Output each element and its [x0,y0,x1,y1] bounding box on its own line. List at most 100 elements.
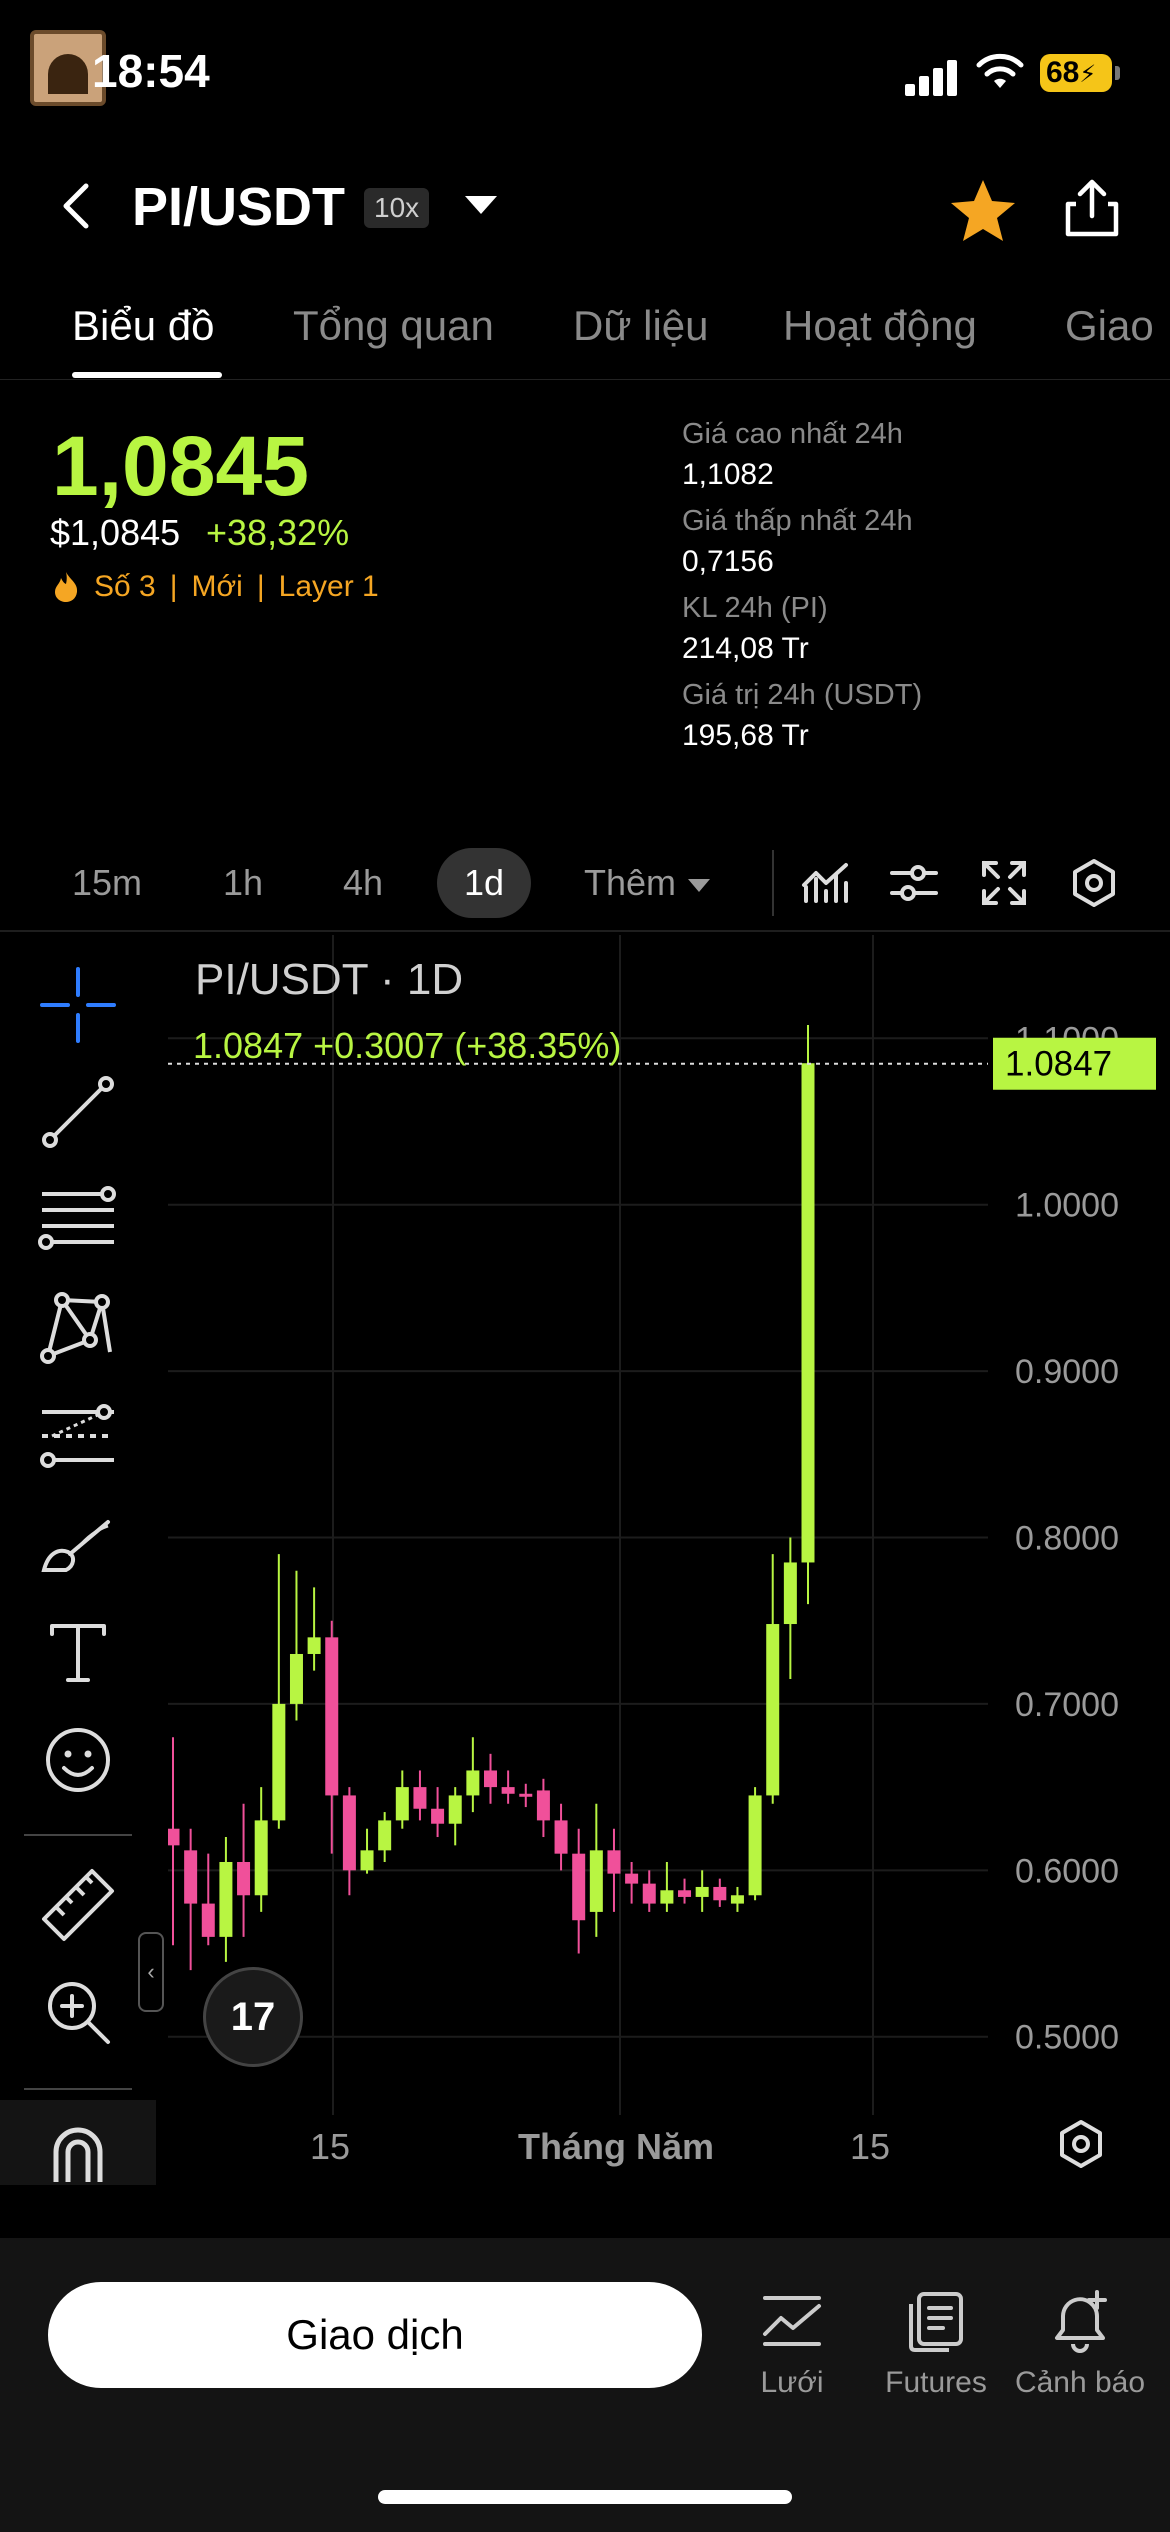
candle-body [307,1637,321,1654]
tab-activity[interactable]: Hoạt động [783,302,977,349]
chart-settings-icon[interactable] [1068,857,1120,909]
candle-body [519,1793,533,1797]
tab-active-indicator [72,372,222,378]
candle-body [466,1770,480,1796]
candle-body [501,1787,515,1794]
price-usd: $1,0845 [50,512,181,553]
crosshair-icon[interactable] [38,965,118,1045]
y-tick-label: 0.6000 [1015,1852,1119,1890]
timeframe-1h[interactable]: 1h [222,862,264,903]
adjust-sliders-icon[interactable] [888,857,940,909]
fib-retracement-icon[interactable] [38,1180,118,1260]
tab-chart[interactable]: Biểu đồ [72,302,215,349]
timeframe-more-label: Thêm [583,862,677,903]
toolbar-divider [772,850,774,916]
bottom-bar: Giao dịch Lưới Futures Cảnh báo [0,2238,1170,2532]
status-bar: 18:54 68⚡ [0,0,1170,140]
x-axis-label: 15 [850,2126,891,2167]
candle-body [484,1770,497,1788]
zoom-in-icon[interactable] [38,1972,118,2052]
pair-title[interactable]: PI/USDT [132,177,346,237]
status-time: 18:54 [92,45,210,97]
nav-grid-label: Lưới [760,2366,824,2399]
candle-body [660,1890,674,1904]
timeframe-4h[interactable]: 4h [342,862,384,903]
y-tick-label: 0.8000 [1015,1520,1119,1558]
nav-futures[interactable]: Futures [866,2288,1006,2400]
candle-body [748,1795,762,1896]
app-icon [30,30,106,106]
battery-icon: 68⚡ [1040,54,1120,92]
candle-body [342,1795,356,1871]
tab-trade[interactable]: Giao [1065,302,1154,349]
x-axis-label: Tháng Năm [518,2126,715,2167]
price-change: +38,32% [206,512,350,553]
stat-high-label: Giá cao nhất 24h [682,418,903,450]
brush-icon[interactable] [38,1504,118,1584]
battery-level: 68 [1046,56,1080,89]
candle-body [625,1873,639,1884]
candlestick-chart[interactable]: 1.10001.00000.90000.80000.70000.60000.50… [168,935,1170,2185]
tag-rank[interactable]: Số 3 [94,570,156,603]
y-tick-label: 0.5000 [1015,2019,1119,2057]
nav-grid[interactable]: Lưới [722,2288,862,2400]
candle-body [272,1703,286,1821]
caret-down-icon [688,878,711,892]
back-icon[interactable] [50,178,106,234]
tab-overview[interactable]: Tổng quan [293,302,494,349]
tab-data[interactable]: Dữ liệu [573,302,709,349]
y-tick-label: 1.0000 [1015,1187,1119,1225]
stat-turnover-value: 195,68 Tr [682,719,809,752]
trade-button[interactable]: Giao dịch [48,2282,702,2388]
tag-new[interactable]: Mới [191,570,243,603]
magnet-tool[interactable] [0,2100,156,2185]
stat-turnover-label: Giá trị 24h (USDT) [682,679,923,711]
stat-low-label: Giá thấp nhất 24h [682,505,913,537]
candle-body [395,1787,409,1821]
tag-row: Số 3 | Mới | Layer 1 [52,570,379,604]
nav-alert-label: Cảnh báo [1014,2366,1146,2399]
candle-body [607,1850,621,1874]
fullscreen-icon[interactable] [978,857,1030,909]
candle-body [378,1820,392,1851]
nav-alert[interactable]: Cảnh báo [1010,2288,1150,2400]
emoji-icon[interactable] [38,1720,118,1800]
stats-panel: Giá cao nhất 24h 1,1082 Giá thấp nhất 24… [682,418,1142,766]
candle-body [413,1787,427,1809]
ruler-icon[interactable] [38,1865,118,1945]
pattern-icon[interactable] [38,1288,118,1368]
timeframe-1d[interactable]: 1d [437,848,531,918]
candle-body [554,1820,568,1854]
nav-futures-label: Futures [885,2366,987,2399]
candle-body [237,1861,251,1896]
share-icon[interactable] [1060,176,1124,240]
candle-body [801,1063,815,1563]
tag-layer[interactable]: Layer 1 [278,570,379,603]
candle-body [431,1808,445,1824]
collapse-toolbar-button[interactable]: ‹ [138,1932,164,2012]
last-price: 1,0845 [52,419,309,513]
candle-body [678,1890,692,1897]
y-tick-label: 0.9000 [1015,1353,1119,1391]
trend-line-icon[interactable] [38,1072,118,1152]
tradingview-logo[interactable]: 17 [203,1967,303,2067]
magnet-icon [53,2127,103,2182]
last-price-tag [993,1037,1156,1090]
forecast-icon[interactable] [38,1396,118,1476]
last-price-label: 1.0847 [1005,1045,1112,1084]
tab-bar: Biểu đồ Tổng quan Dữ liệu Hoạt động Giao [0,290,1170,380]
text-icon[interactable] [38,1612,118,1692]
flame-icon [55,572,78,602]
candle-body [448,1795,462,1824]
candle-body [572,1853,586,1921]
y-tick-label: 0.7000 [1015,1686,1119,1724]
axis-settings-icon[interactable] [1055,2118,1107,2170]
pair-dropdown-icon[interactable] [465,196,497,214]
candle-body [168,1828,180,1846]
favorite-star-icon[interactable] [948,176,1018,246]
futures-icon [909,2292,963,2352]
timeframe-15m[interactable]: 15m [71,862,143,903]
candle-body [589,1850,603,1912]
indicators-icon[interactable] [800,857,852,909]
timeframe-more[interactable]: Thêm [572,848,722,918]
